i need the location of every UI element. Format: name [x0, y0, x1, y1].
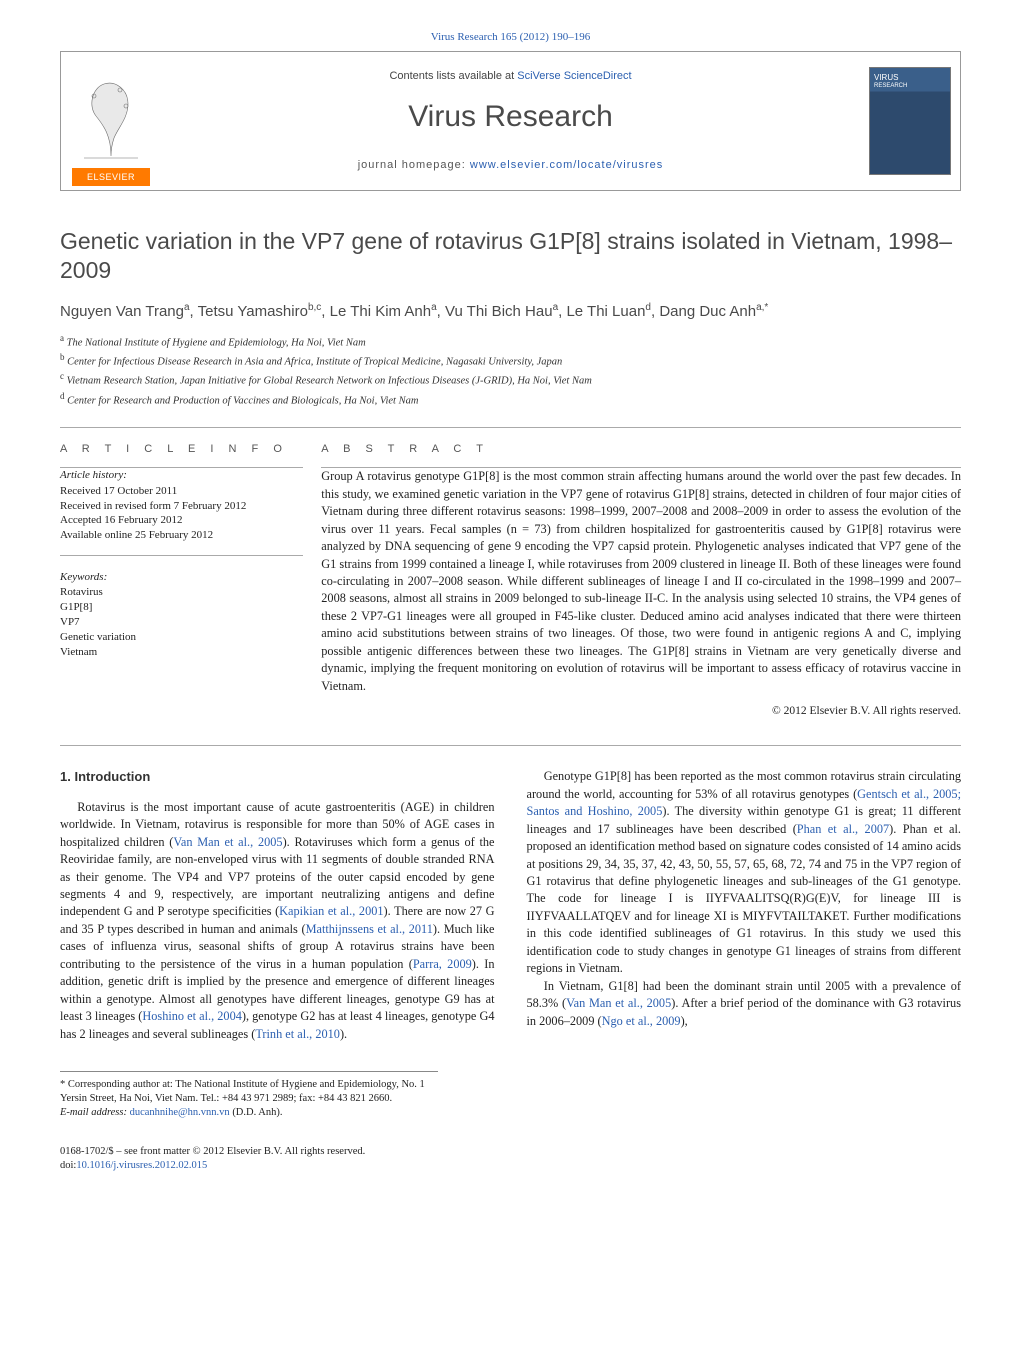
article-history-lines: Received 17 October 2011Received in revi… [60, 484, 303, 543]
journal-cover-block: VIRUS RESEARCH [860, 52, 960, 190]
affiliation-list: a The National Institute of Hygiene and … [60, 332, 961, 409]
ref-link[interactable]: Parra, 2009 [413, 957, 472, 971]
email-label: E-mail address: [60, 1107, 130, 1118]
journal-header-center: Contents lists available at SciVerse Sci… [161, 52, 860, 190]
citation-link[interactable]: Virus Research 165 (2012) 190–196 [431, 31, 590, 43]
keyword-line: Rotavirus [60, 585, 303, 600]
history-line: Received in revised form 7 February 2012 [60, 499, 303, 514]
corresponding-author-footnote: * Corresponding author at: The National … [60, 1071, 438, 1121]
keywords-list: RotavirusG1P[8]VP7Genetic variationVietn… [60, 585, 303, 659]
journal-header-box: ELSEVIER Contents lists available at Sci… [60, 51, 961, 191]
keyword-line: Vietnam [60, 645, 303, 660]
running-head-citation: Virus Research 165 (2012) 190–196 [60, 30, 961, 45]
intro-para-4: In Vietnam, G1[8] had been the dominant … [527, 978, 962, 1030]
contents-available-line: Contents lists available at SciVerse Sci… [389, 69, 631, 84]
intro-para-1: Rotavirus is the most important cause of… [60, 799, 495, 1043]
info-abstract-row: a r t i c l e i n f o Article history: R… [60, 442, 961, 719]
history-line: Available online 25 February 2012 [60, 528, 303, 543]
intro-heading: 1. Introduction [60, 768, 495, 786]
contents-prefix: Contents lists available at [389, 70, 517, 82]
doi-prefix: doi: [60, 1160, 76, 1171]
email-post: (D.D. Anh). [230, 1107, 283, 1118]
keyword-line: Genetic variation [60, 630, 303, 645]
affiliation-line: c Vietnam Research Station, Japan Initia… [60, 370, 961, 389]
abstract-column: a b s t r a c t Group A rotavirus genoty… [321, 442, 961, 719]
text-span: ). [340, 1027, 347, 1041]
ref-link[interactable]: Van Man et al., 2005 [173, 835, 282, 849]
abstract-copyright: © 2012 Elsevier B.V. All rights reserved… [321, 703, 961, 719]
abstract-text: Group A rotavirus genotype G1P[8] is the… [321, 468, 961, 695]
ref-link[interactable]: Van Man et al., 2005 [566, 996, 671, 1010]
history-line: Received 17 October 2011 [60, 484, 303, 499]
ref-link[interactable]: Ngo et al., 2009 [602, 1014, 681, 1028]
author-list: Nguyen Van Tranga, Tetsu Yamashirob,c, L… [60, 301, 961, 322]
ref-link[interactable]: Trinh et al., 2010 [255, 1027, 340, 1041]
article-info-column: a r t i c l e i n f o Article history: R… [60, 442, 321, 719]
elsevier-tree-icon [74, 76, 148, 164]
doi-link[interactable]: 10.1016/j.virusres.2012.02.015 [76, 1160, 207, 1171]
bottom-meta: 0168-1702/$ – see front matter © 2012 El… [60, 1145, 961, 1173]
ref-link[interactable]: Kapikian et al., 2001 [279, 904, 383, 918]
article-history-label: Article history: [60, 468, 303, 483]
affiliation-line: b Center for Infectious Disease Research… [60, 351, 961, 370]
article-title: Genetic variation in the VP7 gene of rot… [60, 227, 961, 285]
ref-link[interactable]: Hoshino et al., 2004 [142, 1009, 241, 1023]
corresponding-email-link[interactable]: ducanhnihe@hn.vnn.vn [130, 1107, 230, 1118]
info-divider-2 [60, 555, 303, 556]
ref-link[interactable]: Phan et al., 2007 [797, 822, 889, 836]
ref-link[interactable]: Matthijnssens et al., 2011 [306, 922, 433, 936]
intro-para-3: Genotype G1P[8] has been reported as the… [527, 768, 962, 977]
footnote-text: Corresponding author at: The National In… [60, 1079, 425, 1104]
journal-homepage-line: journal homepage: www.elsevier.com/locat… [358, 158, 664, 173]
keywords-label: Keywords: [60, 570, 303, 585]
cover-title-2: RESEARCH [874, 82, 907, 90]
text-span: ), [681, 1014, 688, 1028]
section-divider [60, 427, 961, 428]
elsevier-wordmark: ELSEVIER [72, 168, 150, 186]
body-columns: 1. Introduction Rotavirus is the most im… [60, 768, 961, 1043]
keyword-line: G1P[8] [60, 600, 303, 615]
homepage-prefix: journal homepage: [358, 159, 470, 171]
sciencedirect-link[interactable]: SciVerse ScienceDirect [517, 70, 631, 82]
front-matter-line: 0168-1702/$ – see front matter © 2012 El… [60, 1145, 961, 1159]
affiliation-line: d Center for Research and Production of … [60, 390, 961, 409]
journal-name: Virus Research [408, 96, 613, 138]
affiliation-line: a The National Institute of Hygiene and … [60, 332, 961, 351]
publisher-logo-block: ELSEVIER [61, 52, 161, 190]
history-line: Accepted 16 February 2012 [60, 513, 303, 528]
journal-cover-thumb: VIRUS RESEARCH [869, 67, 951, 175]
article-info-heading: a r t i c l e i n f o [60, 442, 303, 457]
journal-homepage-link[interactable]: www.elsevier.com/locate/virusres [470, 159, 663, 171]
keyword-line: VP7 [60, 615, 303, 630]
abstract-heading: a b s t r a c t [321, 442, 961, 457]
text-span: ). Phan et al. proposed an identificatio… [527, 822, 962, 976]
